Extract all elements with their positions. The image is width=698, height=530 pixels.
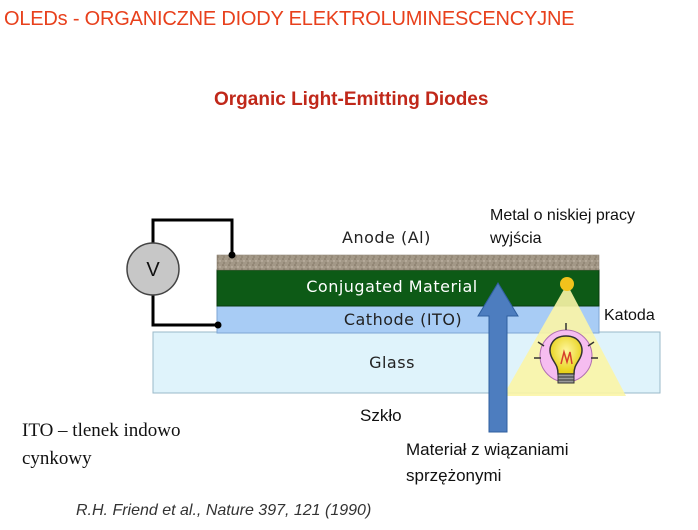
voltmeter-symbol: V xyxy=(146,259,160,281)
material-annotation-line2: sprzężonymi xyxy=(406,466,502,485)
katoda-label: Katoda xyxy=(604,307,655,324)
szklo-label: Szkło xyxy=(360,406,402,425)
ito-annotation-line1: ITO – tlenek indowo xyxy=(22,420,181,441)
cathode-contact xyxy=(214,321,222,329)
circuit-wire-top xyxy=(151,218,234,255)
citation: R.H. Friend et al., Nature 397, 121 (199… xyxy=(76,502,372,519)
voltmeter-icon: V xyxy=(126,242,180,296)
ito-annotation-line2: cynkowy xyxy=(22,448,92,469)
ito-annotation: ITO – tlenek indowo cynkowy xyxy=(22,417,181,473)
arrow-up-icon xyxy=(477,282,519,433)
metal-annotation-line1: Metal o niskiej pracy xyxy=(490,207,635,224)
slide-subtitle: Organic Light-Emitting Diodes xyxy=(214,89,489,110)
material-annotation: Materiał z wiązaniami sprzężonymi xyxy=(406,437,569,489)
glass-label: Glass xyxy=(369,353,415,372)
metal-annotation-line2: wyjścia xyxy=(490,230,542,247)
metal-annotation: Metal o niskiej pracy wyjścia xyxy=(490,204,635,250)
anode-layer xyxy=(216,254,600,271)
conjugated-layer xyxy=(216,269,600,307)
circuit-wire-bottom xyxy=(151,289,218,327)
material-annotation-line1: Materiał z wiązaniami xyxy=(406,440,569,459)
emission-point xyxy=(560,277,574,291)
slide-title: OLEDs - ORGANICZNE DIODY ELEKTROLUMINESC… xyxy=(4,8,575,30)
light-bulb-icon xyxy=(534,323,598,384)
cathode-layer xyxy=(216,305,600,334)
cathode-label: Cathode (ITO) xyxy=(344,310,462,329)
anode-label: Anode (Al) xyxy=(342,228,431,247)
conjugated-label: Conjugated Material xyxy=(306,277,478,296)
anode-contact xyxy=(228,251,236,259)
